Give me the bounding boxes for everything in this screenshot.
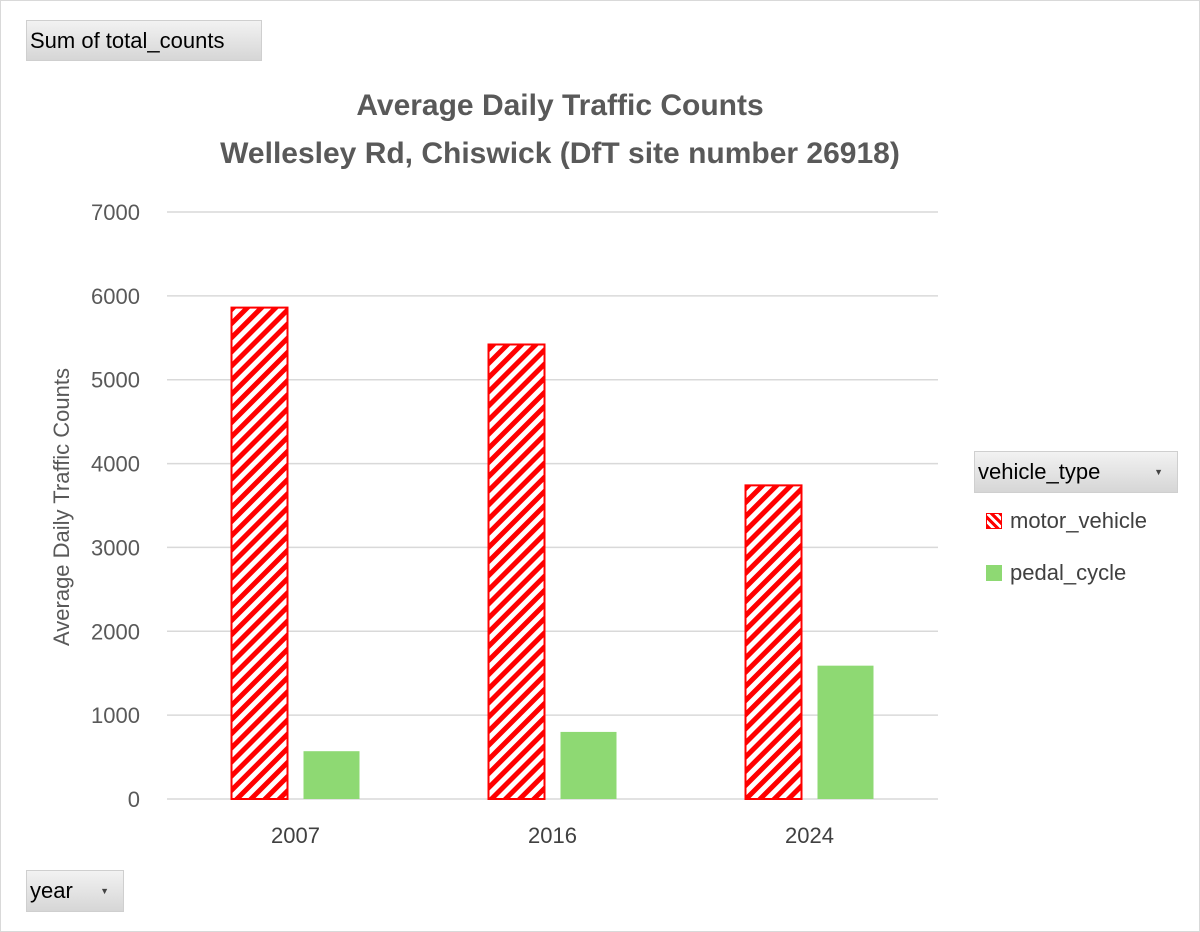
legend-label-pedal-cycle: pedal_cycle [1010, 560, 1127, 585]
year-field-label: year [30, 878, 73, 903]
x-tick-label: 2016 [528, 823, 577, 848]
y-tick-label: 6000 [91, 284, 140, 309]
motor-vehicle-swatch-icon [986, 513, 1002, 529]
dropdown-arrow-icon: ▼ [1154, 467, 1163, 477]
chart-subtitle: Wellesley Rd, Chiswick (DfT site number … [220, 137, 900, 170]
y-axis-label: Average Daily Traffic Counts [49, 368, 74, 646]
x-tick-label: 2007 [271, 823, 320, 848]
bar-pedal_cycle-2016[interactable] [560, 731, 617, 799]
bar-motor_vehicle-2024[interactable] [744, 484, 803, 800]
y-tick-label: 3000 [91, 535, 140, 560]
vehicle-type-field-button[interactable]: vehicle_type ▼ [974, 451, 1178, 493]
chart-title: Average Daily Traffic Counts [356, 89, 764, 122]
dropdown-arrow-icon: ▼ [100, 886, 109, 896]
pedal-cycle-swatch-icon [986, 565, 1002, 581]
year-field-button[interactable]: year ▼ [26, 870, 124, 912]
bar-pedal_cycle-2024[interactable] [817, 665, 874, 799]
sum-field-label: Sum of total_counts [30, 27, 225, 53]
bar-pedal_cycle-2007[interactable] [303, 751, 360, 799]
y-tick-label: 1000 [91, 703, 140, 728]
sum-total-counts-field-button[interactable]: Sum of total_counts [26, 20, 262, 61]
legend-label-motor-vehicle: motor_vehicle [1010, 508, 1147, 533]
y-tick-label: 2000 [91, 619, 140, 644]
bar-motor_vehicle-2016[interactable] [487, 343, 546, 800]
bar-motor_vehicle-2007[interactable] [230, 306, 289, 800]
legend-item-pedal-cycle[interactable]: pedal_cycle [986, 560, 1126, 586]
x-tick-label: 2024 [785, 823, 834, 848]
legend-item-motor-vehicle[interactable]: motor_vehicle [986, 508, 1147, 534]
y-tick-label: 7000 [91, 200, 140, 225]
y-tick-label: 5000 [91, 368, 140, 393]
vehicle-type-field-label: vehicle_type [978, 459, 1101, 484]
y-tick-label: 4000 [91, 452, 140, 477]
y-tick-label: 0 [128, 787, 140, 812]
